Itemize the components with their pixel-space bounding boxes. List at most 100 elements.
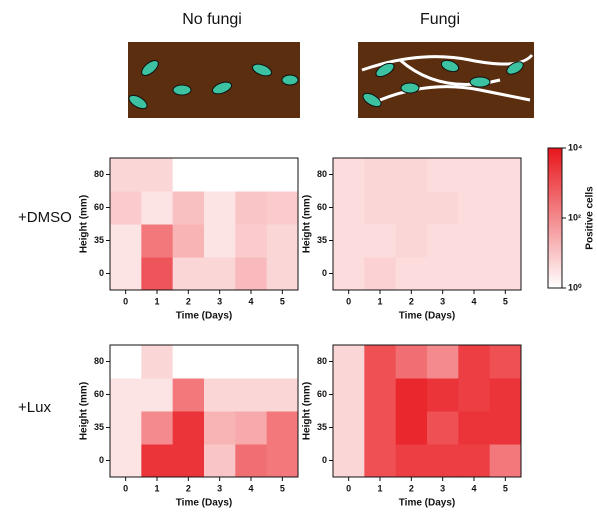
heatmap-cell [458,191,491,225]
x-tick-label: 3 [440,296,445,306]
heatmap-cell [141,257,174,291]
y-tick-label: 35 [317,235,327,245]
heatmap-cell [333,411,365,445]
y-tick-label: 35 [317,422,327,432]
heatmap-cell [266,257,299,291]
heatmap-cell [333,444,365,478]
heatmap-cell [204,257,236,291]
heatmap-cell [266,158,299,192]
y-tick-label: 80 [317,169,327,179]
y-tick-label: 80 [94,356,104,366]
heatmap-cell [110,411,142,445]
x-tick-label: 0 [123,296,128,306]
y-tick-label: 35 [94,422,104,432]
colorbar-tick-label: 10² [568,212,581,222]
heatmap-cell [489,158,522,192]
heatmap-cell [458,378,491,412]
y-tick-label: 0 [99,268,104,278]
x-tick-label: 5 [280,296,285,306]
heatmap-cell [235,444,268,478]
plot-frame [332,344,522,478]
heatmap-cell [204,345,236,379]
x-tick-label: 4 [471,483,476,493]
heatmap-cell [110,257,142,291]
y-tick-label: 0 [322,268,327,278]
x-tick-label: 1 [154,296,159,306]
x-tick-label: 2 [186,483,191,493]
heatmap-cell [458,411,491,445]
y-axis-label: Height (mm) [79,195,90,253]
x-tick-label: 5 [503,483,508,493]
x-tick-label: 4 [248,296,253,306]
heatmap-cell [141,411,174,445]
y-axis-label: Height (mm) [302,195,313,253]
heatmap-cell [172,444,205,478]
heatmap-cell [110,378,142,412]
colorbar-tick-label: 10⁰ [568,282,582,292]
colorbar-tick-label: 10⁴ [568,142,582,152]
x-tick-label: 0 [123,483,128,493]
heatmap-cell [204,411,236,445]
heatmap-cell [172,158,205,192]
x-tick-label: 5 [280,483,285,493]
heatmap-cell [333,191,365,225]
heatmap-cell [110,444,142,478]
x-tick-label: 4 [248,483,253,493]
heatmap-cell [427,158,459,192]
x-axis-label: Time (Days) [399,498,456,509]
colorbar [547,147,563,289]
heatmap-cell [395,411,428,445]
heatmap-cell [333,158,365,192]
heatmap-cell [235,411,268,445]
heatmap-cell [235,257,268,291]
y-tick-label: 80 [317,356,327,366]
heatmap-cell [333,378,365,412]
heatmap-cell [204,158,236,192]
heatmap-cell [427,444,459,478]
heatmap-cell [235,378,268,412]
y-axis-label: Height (mm) [79,382,90,440]
x-tick-label: 3 [440,483,445,493]
column-label: No fungi [182,11,242,28]
plot-frame [109,344,299,478]
y-tick-label: 60 [317,389,327,399]
heatmap-cell [364,411,397,445]
heatmap-cell [489,224,522,258]
heatmap-cell [489,345,522,379]
x-tick-label: 2 [186,296,191,306]
row-label: +Lux [18,399,51,416]
heatmap-cell [364,444,397,478]
heatmap-cell [235,158,268,192]
heatmap-cell [458,224,491,258]
heatmap-cell [266,191,299,225]
y-axis-label: Height (mm) [302,382,313,440]
heatmap-cell [141,345,174,379]
x-tick-label: 1 [377,296,382,306]
x-axis-label: Time (Days) [176,311,233,322]
heatmap-cell [172,378,205,412]
plot-frame [109,157,299,291]
heatmap-cell [364,224,397,258]
heatmap-cell [172,224,205,258]
heatmap-cell [110,224,142,258]
heatmap-cell [172,191,205,225]
heatmap-cell [427,378,459,412]
heatmap-cell [333,224,365,258]
heatmap-cell [364,378,397,412]
row-label: +DMSO [18,209,72,226]
heatmap-cell [266,224,299,258]
heatmap-cell [458,345,491,379]
heatmap-cell [172,345,205,379]
heatmap-cell [110,191,142,225]
heatmap-cell [364,345,397,379]
heatmap-cell [172,411,205,445]
heatmap-cell [489,411,522,445]
x-axis-label: Time (Days) [399,311,456,322]
heatmap-cell [141,224,174,258]
heatmap-cell [266,378,299,412]
x-tick-label: 2 [409,296,414,306]
y-tick-label: 60 [317,202,327,212]
heatmap-cell [489,257,522,291]
y-tick-label: 0 [322,455,327,465]
